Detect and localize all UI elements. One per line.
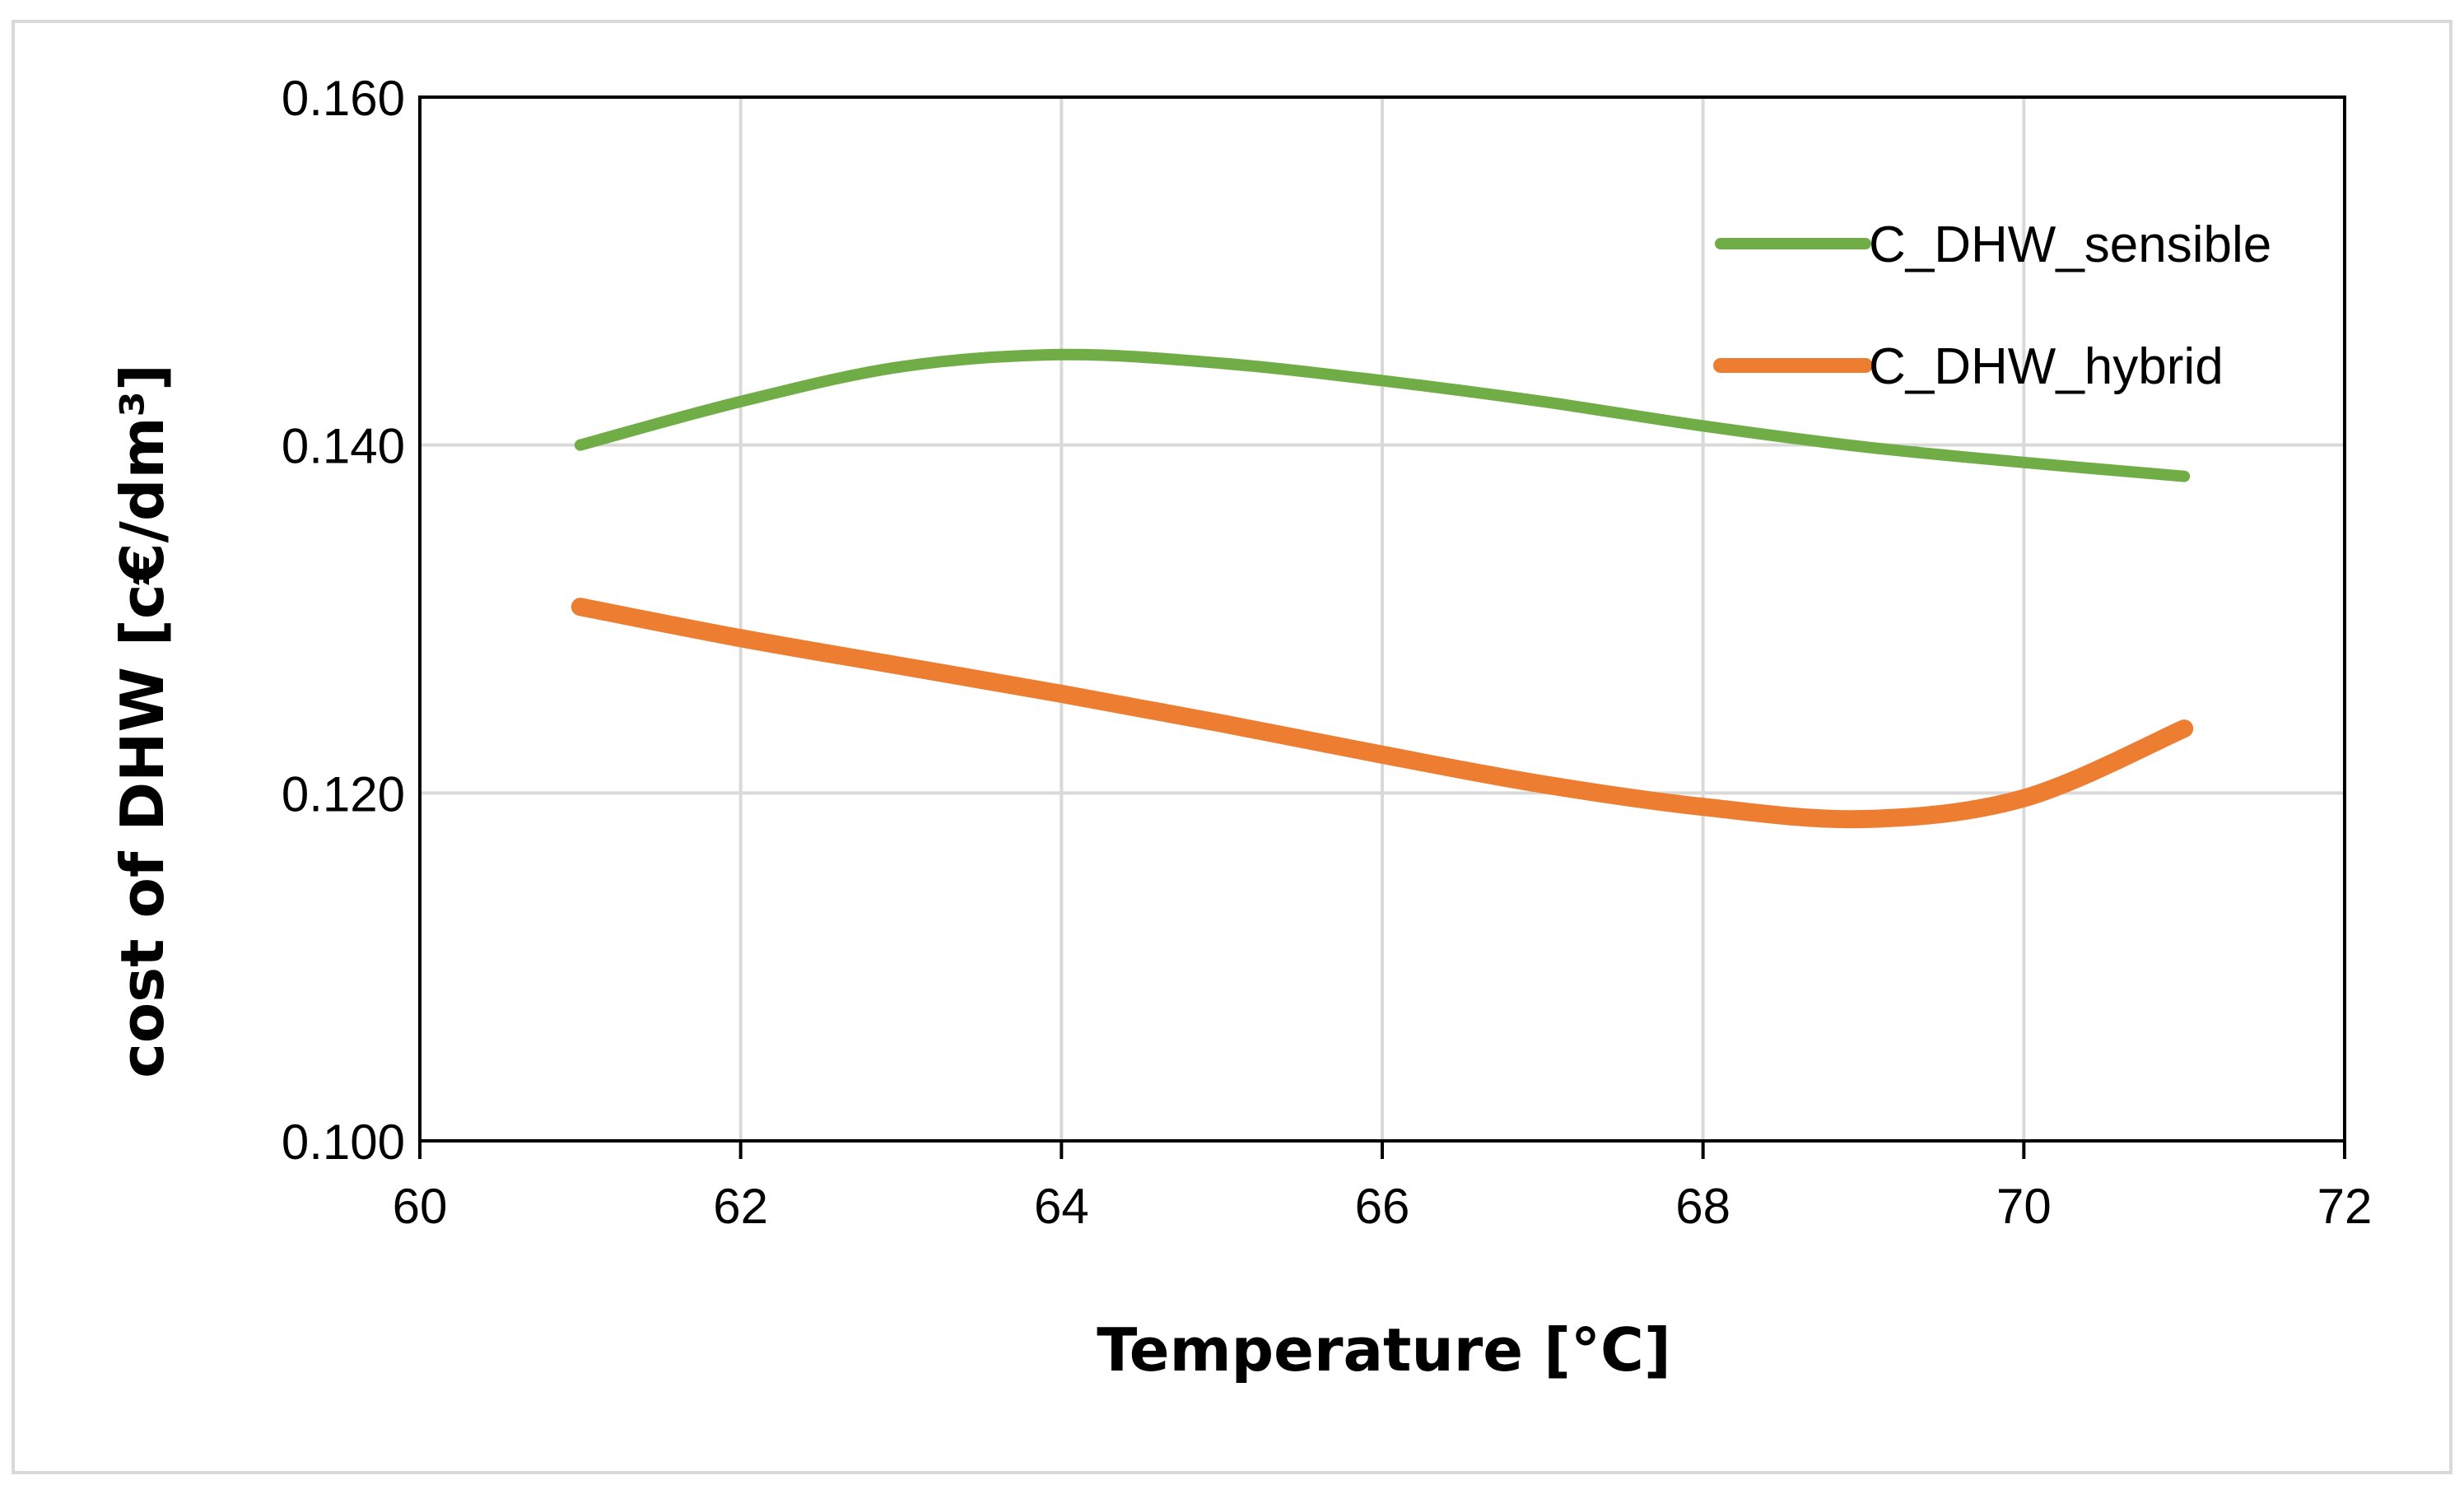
x-tick-label: 70 [1996,1179,2052,1234]
y-tick-label: 0.120 [282,766,405,821]
legend-label-hybrid: C_DHW_hybrid [1869,338,2224,395]
x-tick-label: 60 [393,1179,448,1234]
tick-labels: 60 62 64 66 68 70 72 0.100 0.120 0.140 0.160 [282,71,2373,1234]
series-lines [571,348,2194,829]
series-line-c-dhw-hybrid [571,598,2194,829]
axes [418,95,2346,1159]
x-tick-label: 68 [1675,1179,1730,1234]
y-axis-title: cost of DHW [c€/dm³] [108,364,177,1078]
y-tick-label: 0.140 [282,419,405,474]
y-tick-label: 0.160 [282,71,405,126]
legend-label-sensible: C_DHW_sensible [1869,216,2271,273]
x-tick-label: 66 [1355,1179,1410,1234]
x-tick-label: 62 [713,1179,768,1234]
legend: C_DHW_sensible C_DHW_hybrid [1713,216,2271,395]
series-line-c-dhw-sensible [574,348,2191,482]
x-axis-title: Temperature [°C] [1097,1315,1671,1385]
x-tick-label: 64 [1034,1179,1089,1234]
x-tick-label: 72 [2317,1179,2373,1234]
y-tick-label: 0.100 [282,1115,405,1170]
plot-area-border [418,95,2346,1143]
